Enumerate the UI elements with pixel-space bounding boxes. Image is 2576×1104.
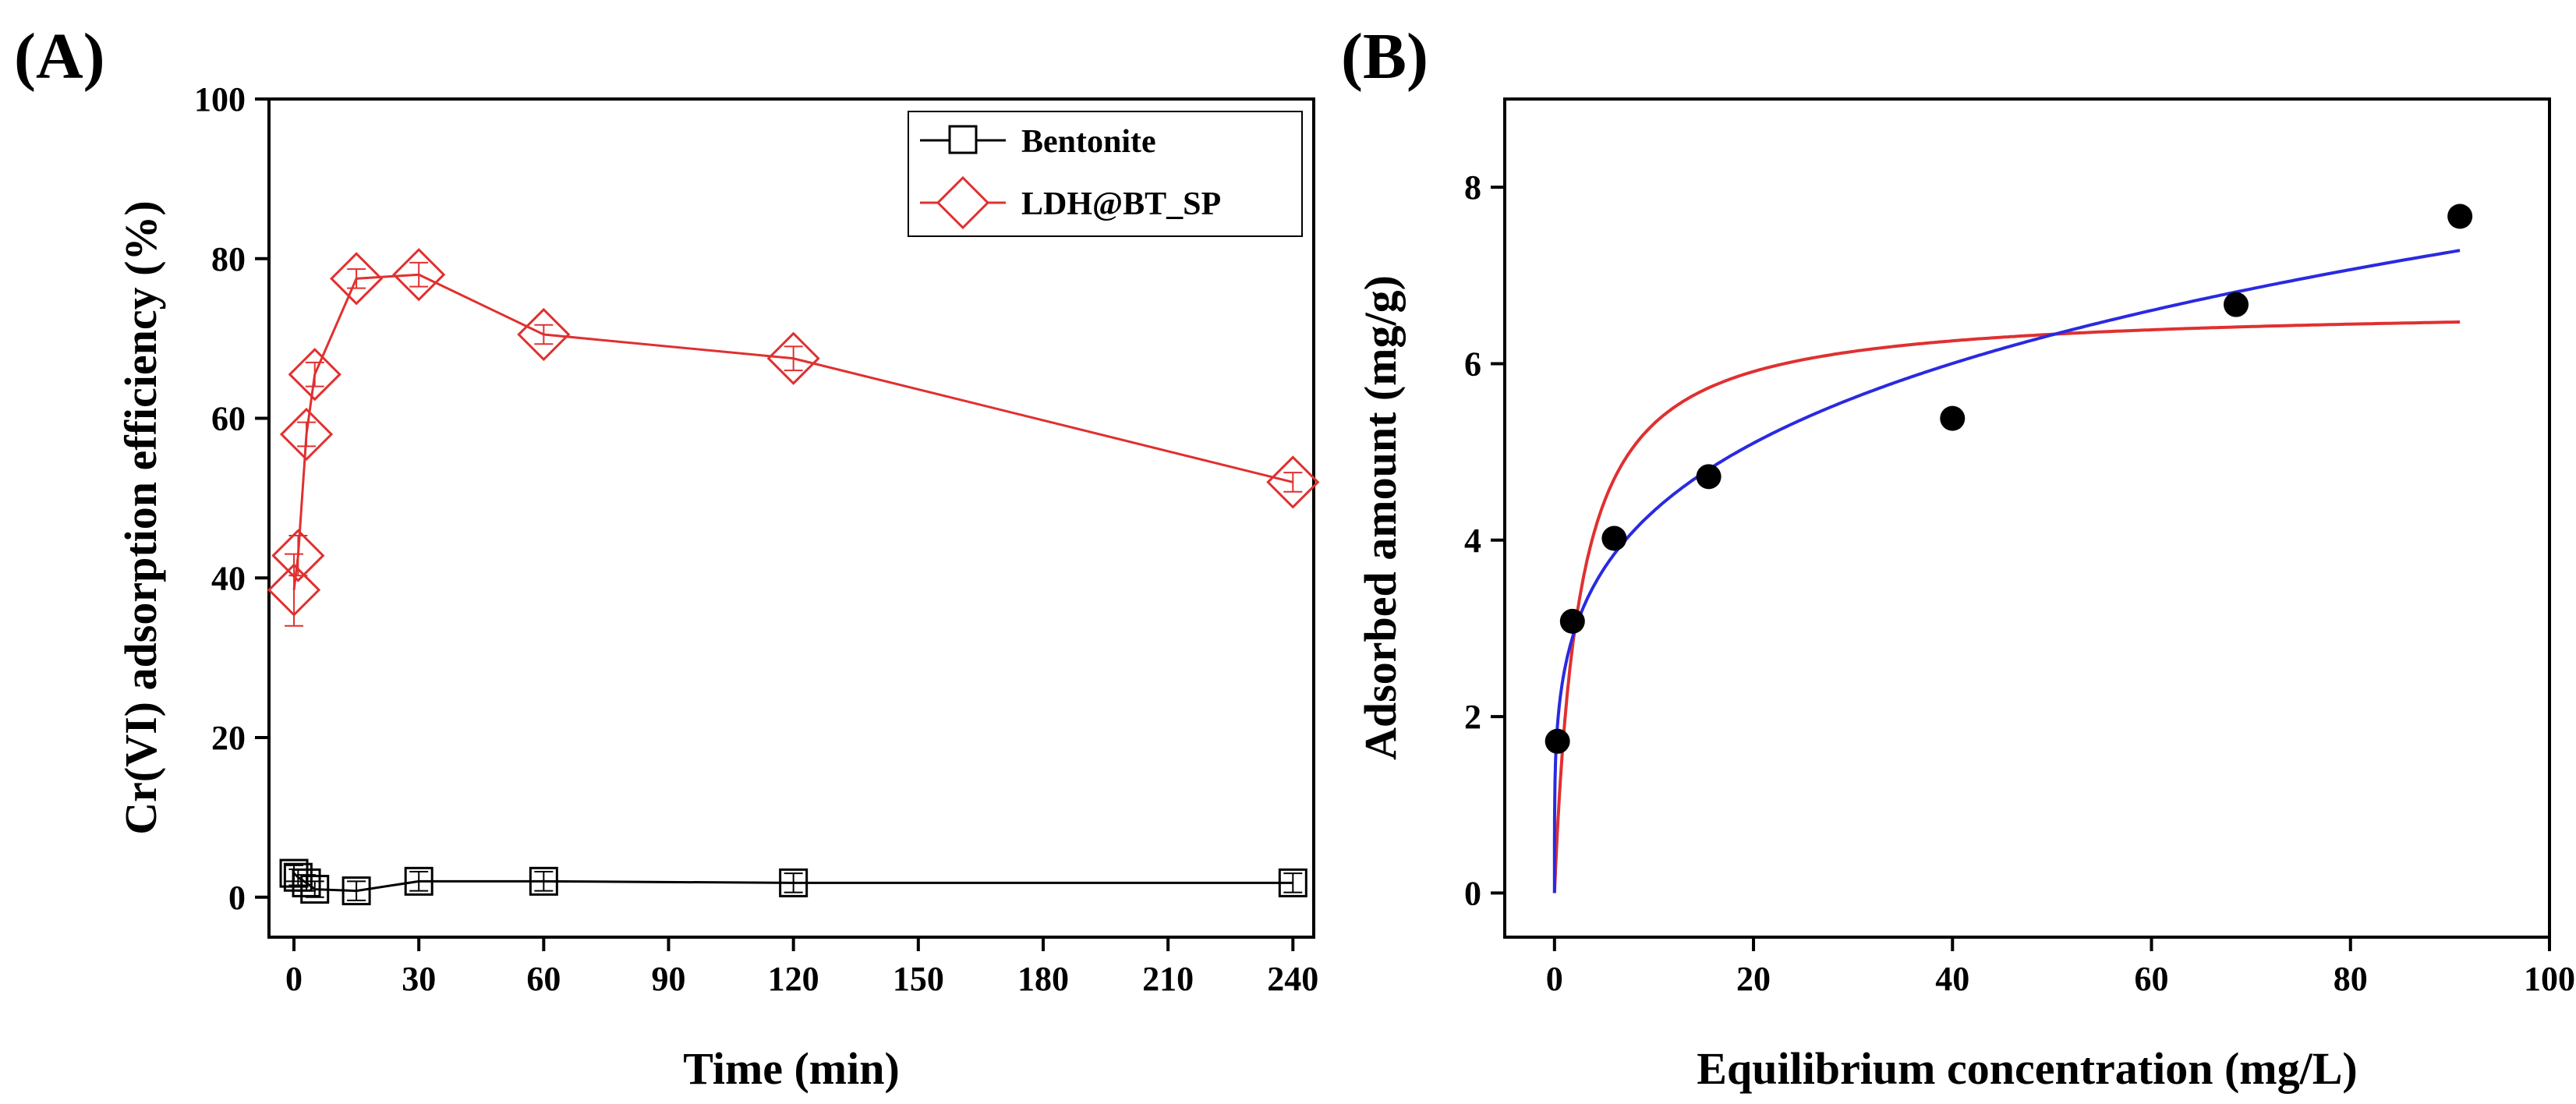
y-tick-label: 100	[194, 80, 246, 119]
panel-b-series	[1545, 203, 2473, 893]
x-tick-label: 180	[1017, 960, 1069, 998]
y-tick-label: 0	[228, 879, 246, 917]
panel-b: (B) 0 20 40 60 80 100 0 2 4 6 8 Equilibrium concen…	[1341, 20, 2575, 1094]
data-point	[1696, 464, 1721, 490]
x-tick-label: 60	[2135, 960, 2169, 998]
legend-label-bentonite: Bentonite	[1021, 124, 1156, 160]
x-tick-label: 0	[1546, 960, 1563, 998]
data-point-bentonite	[300, 875, 330, 904]
data-point	[1559, 608, 1585, 634]
x-tick-label: 60	[526, 960, 561, 998]
panel-b-axes: 0 20 40 60 80 100 0 2 4 6 8	[1464, 168, 2575, 998]
data-point	[1601, 525, 1627, 551]
y-tick-label: 8	[1464, 168, 1481, 207]
data-point	[2447, 203, 2473, 229]
x-tick-label: 150	[893, 960, 944, 998]
data-point-ldh	[279, 407, 334, 462]
x-tick-label: 120	[768, 960, 819, 998]
x-tick-label: 240	[1267, 960, 1318, 998]
data-point-ldh	[267, 563, 321, 617]
legend: Bentonite LDH@BT_SP	[908, 111, 1303, 237]
panel-b-y-axis-title: Adsorbed amount (mg/g)	[1355, 275, 1406, 760]
panel-a-axes: 0 30 60 90 120 150 180 210 240 0 20 40 60 80 100	[194, 80, 1318, 998]
data-point-ldh	[766, 331, 820, 385]
y-tick-label: 2	[1464, 698, 1481, 736]
x-tick-label: 100	[2524, 960, 2575, 998]
panel-a-series	[267, 248, 1320, 906]
data-point-bentonite	[404, 866, 433, 896]
data-point	[1940, 405, 1966, 431]
panel-a: (A) 0 30 60 90 120 150 180 210 240 0 20 40 60 80 100 T…	[14, 20, 1320, 1094]
legend-marker-bentonite	[948, 125, 978, 154]
data-point-bentonite	[529, 866, 558, 896]
langmuir-fit-curve	[1552, 320, 2461, 893]
y-tick-label: 6	[1464, 345, 1481, 383]
data-point-bentonite	[1278, 868, 1307, 897]
data-point-ldh	[517, 307, 571, 362]
data-point-bentonite	[779, 868, 809, 897]
y-tick-label: 0	[1464, 874, 1481, 912]
x-tick-label: 90	[652, 960, 686, 998]
data-point	[1545, 728, 1570, 754]
data-point-ldh	[392, 248, 446, 302]
y-tick-label: 20	[211, 719, 246, 757]
y-tick-label: 60	[211, 400, 246, 438]
legend-label-ldh: LDH@BT_SP	[1021, 186, 1221, 222]
data-point-bentonite	[341, 876, 371, 906]
x-tick-label: 30	[402, 960, 436, 998]
data-point-ldh	[1266, 455, 1320, 509]
legend-marker-ldh	[936, 175, 990, 230]
y-tick-label: 4	[1464, 522, 1481, 560]
x-tick-label: 40	[1935, 960, 1969, 998]
panel-a-x-axis-title: Time (min)	[683, 1043, 900, 1094]
panel-a-y-axis-title: Cr(VI) adsorption efficiency (%)	[115, 200, 166, 834]
panel-b-x-axis-title: Equilibrium concentration (mg/L)	[1697, 1043, 2357, 1094]
series-line-ldh	[292, 273, 1293, 590]
panel-b-plot-frame	[1503, 97, 2551, 939]
freundlich-fit-curve	[1552, 249, 2461, 893]
y-tick-label: 80	[211, 240, 246, 278]
panel-a-plot-frame	[267, 97, 1315, 939]
x-tick-label: 210	[1142, 960, 1194, 998]
data-point-ldh	[288, 348, 341, 402]
data-point-ldh	[329, 252, 384, 306]
data-point	[2224, 292, 2249, 317]
panel-a-label: (A)	[14, 20, 105, 93]
x-tick-label: 0	[285, 960, 303, 998]
data-point-bentonite	[292, 868, 321, 897]
x-tick-label: 20	[1736, 960, 1771, 998]
y-tick-label: 40	[211, 559, 246, 597]
data-point-ldh	[271, 529, 325, 582]
panel-b-label: (B)	[1341, 20, 1428, 93]
x-tick-label: 80	[2334, 960, 2368, 998]
